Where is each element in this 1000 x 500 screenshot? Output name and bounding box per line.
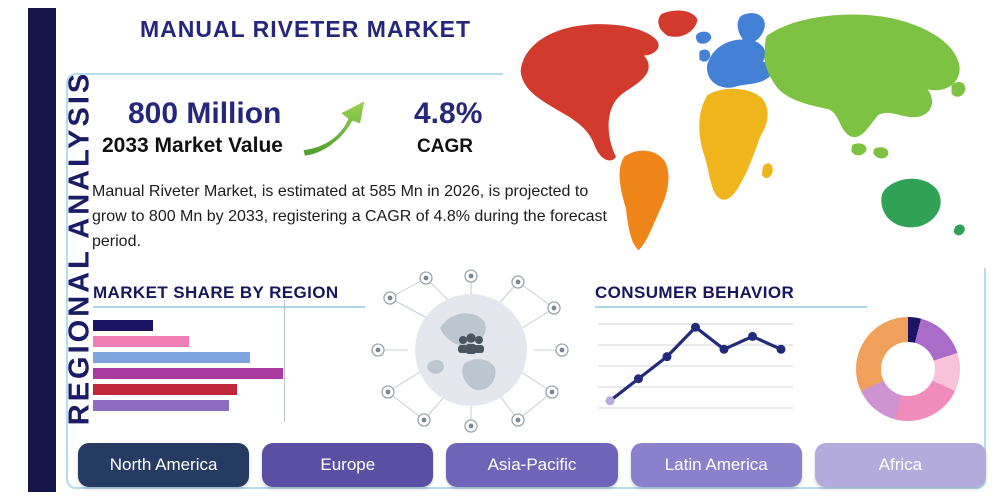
cagr-value: 4.8% xyxy=(414,97,483,130)
market-value-2033: 800 Million xyxy=(128,97,282,130)
market-value-label: 2033 Market Value xyxy=(102,134,283,157)
bar-region-1 xyxy=(93,320,153,331)
map-madagascar xyxy=(761,163,773,179)
region-button-row: North America Europe Asia-Pacific Latin … xyxy=(78,443,987,487)
region-button-latin-america[interactable]: Latin America xyxy=(630,443,802,487)
map-island-2 xyxy=(873,147,889,159)
donut-hole xyxy=(881,342,935,396)
market-share-underline xyxy=(93,306,365,308)
map-greenland xyxy=(658,10,698,37)
map-iceland xyxy=(695,31,712,44)
map-australia xyxy=(881,178,941,228)
bar-region-6 xyxy=(93,400,230,411)
growth-arrow-icon xyxy=(300,97,368,159)
map-europe xyxy=(706,39,772,88)
region-button-asia-pacific[interactable]: Asia-Pacific xyxy=(446,443,618,487)
market-summary-text: Manual Riveter Market, is estimated at 5… xyxy=(92,183,607,250)
page-title: MANUAL RIVETER MARKET xyxy=(140,16,472,42)
region-button-europe[interactable]: Europe xyxy=(262,443,434,487)
map-africa xyxy=(699,88,768,200)
world-map xyxy=(502,0,1000,268)
region-button-africa[interactable]: Africa xyxy=(814,443,987,487)
map-uk xyxy=(699,49,711,62)
bar-region-4 xyxy=(93,368,284,379)
map-south-america xyxy=(619,150,669,251)
consumer-behavior-underline xyxy=(595,306,867,308)
bar-region-2 xyxy=(93,336,189,347)
map-scandinavia xyxy=(737,13,765,43)
market-share-bar-chart xyxy=(93,320,285,422)
map-asia xyxy=(764,14,960,138)
map-north-america xyxy=(520,24,659,161)
globe-network-graphic xyxy=(371,269,569,433)
market-share-heading: MARKET SHARE BY REGION xyxy=(93,283,339,302)
regional-share-donut-chart xyxy=(856,317,960,421)
bar-region-5 xyxy=(93,384,237,395)
bar-chart-axis-line xyxy=(284,300,285,422)
consumer-behavior-line-chart xyxy=(598,322,793,409)
left-accent-bar xyxy=(28,8,56,492)
region-button-north-america[interactable]: North America xyxy=(78,443,250,487)
map-japan xyxy=(951,81,966,97)
map-new-zealand xyxy=(953,224,965,236)
consumer-behavior-heading: CONSUMER BEHAVIOR xyxy=(595,283,795,302)
map-island-1 xyxy=(851,143,867,156)
bar-region-3 xyxy=(93,352,251,363)
people-group-icon xyxy=(458,333,484,354)
cagr-label: CAGR xyxy=(417,136,473,157)
